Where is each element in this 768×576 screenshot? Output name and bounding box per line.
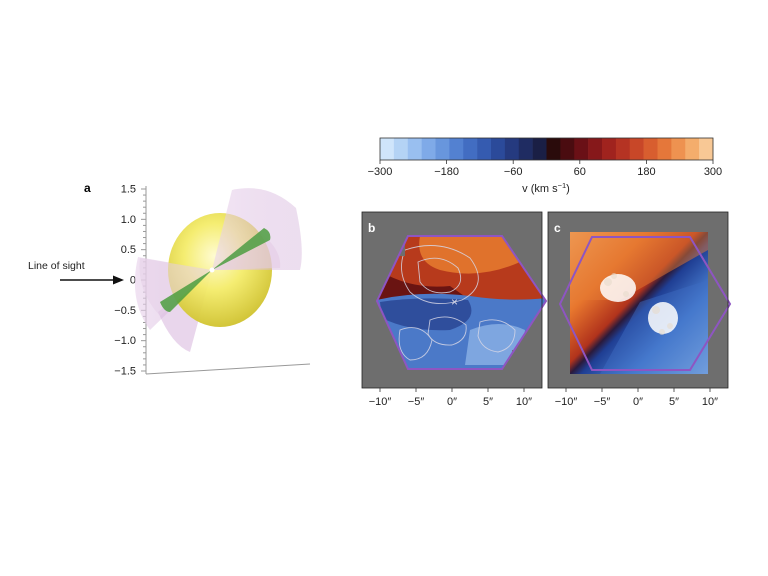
x-tick-label: 10″ xyxy=(702,396,718,408)
colorbar-tick-label: 180 xyxy=(637,166,655,178)
colorbar-cell xyxy=(699,138,714,160)
x-axis-floor xyxy=(145,363,311,375)
panel-c-hexagon-outline xyxy=(558,236,732,371)
colorbar-cell xyxy=(421,138,436,160)
cone-right-upper xyxy=(212,188,302,270)
panel-a-letter: a xyxy=(84,181,91,195)
x-tick-label: 0″ xyxy=(633,396,643,408)
y-tick-label: 0 xyxy=(130,275,136,287)
colorbar-cell xyxy=(407,138,422,160)
redshift-bright xyxy=(419,236,520,274)
x-tick-label: −5″ xyxy=(594,396,611,408)
colorbar-cell xyxy=(532,138,547,160)
colorbar-cell xyxy=(602,138,617,160)
panel-c-model-velocity-map: c −10″ −5″ 0″ 5″ 10″ xyxy=(547,211,732,408)
y-axis-tick-labels: 1.5 1.0 0.5 0 −0.5 −1.0 −1.5 xyxy=(114,184,136,378)
colorbar-cell xyxy=(491,138,506,160)
panel-b-nucleus-cross: × xyxy=(451,295,458,309)
panel-b-letter: b xyxy=(368,221,375,235)
colorbar-tick-label: −300 xyxy=(368,166,393,178)
blueshift-light xyxy=(465,324,525,365)
y-tick-label: −1.0 xyxy=(114,335,136,347)
y-tick-label: 1.0 xyxy=(121,214,136,226)
y-tick-label: 1.5 xyxy=(121,184,136,196)
panel-a-model-plot: a 1.5 1.0 0.5 0 −0.5 −1.0 −1.5 Line of sight xyxy=(28,181,311,378)
panel-b-hexagon-outline xyxy=(375,235,548,370)
nucleus xyxy=(209,267,215,273)
x-tick-label: 5″ xyxy=(483,396,493,408)
blueshift-deep xyxy=(380,298,472,331)
colorbar-cell xyxy=(685,138,700,160)
colorbar-cell xyxy=(546,138,561,160)
colorbar-cell xyxy=(504,138,520,160)
colorbar-tick-label: −60 xyxy=(504,166,523,178)
green-jet-lower xyxy=(160,270,212,312)
particle-cloud-speckle xyxy=(604,273,673,335)
colorbar-cell xyxy=(671,138,686,160)
colorbar-cell xyxy=(643,138,658,160)
y-tick-label: −0.5 xyxy=(114,305,136,317)
colorbar-frame xyxy=(379,137,714,161)
panel-b-observed-velocity-map: × b −10″ −5″ 0″ 5″ 10″ xyxy=(361,211,548,408)
green-jet-upper xyxy=(212,228,271,270)
colorbar-label: v (km s−1) xyxy=(522,181,570,195)
line-of-sight-label: Line of sight xyxy=(28,260,85,272)
panel-c-letter: c xyxy=(554,221,561,235)
colorbar-cell xyxy=(560,138,575,160)
colorbar-cell xyxy=(477,138,492,160)
colorbar-cell xyxy=(615,138,631,160)
y-tick-label: 0.5 xyxy=(121,244,136,256)
x-tick-label: −10″ xyxy=(369,396,392,408)
colorbar-cell xyxy=(435,138,450,160)
colorbar-cell xyxy=(574,138,589,160)
y-tick-label: −1.5 xyxy=(114,366,136,378)
colorbar-cell xyxy=(393,138,409,160)
colorbar-cell xyxy=(657,138,672,160)
colorbar-tick-label: 60 xyxy=(574,166,586,178)
x-tick-label: −5″ xyxy=(408,396,425,408)
velocity-colorbar: −300 −180 −60 60 180 300 v (km s−1) xyxy=(368,137,722,195)
colorbar-tick-label: 300 xyxy=(704,166,722,178)
x-tick-label: −10″ xyxy=(555,396,578,408)
colorbar-cell xyxy=(380,138,395,160)
colorbar-cell xyxy=(588,138,603,160)
colorbar-cell xyxy=(449,138,464,160)
colorbar-tick-label: −180 xyxy=(434,166,459,178)
cone-left-front xyxy=(139,258,212,316)
x-tick-label: 5″ xyxy=(669,396,679,408)
line-of-sight-arrowhead xyxy=(113,275,124,285)
colorbar-cell xyxy=(518,138,533,160)
colorbar-cell xyxy=(629,138,644,160)
x-tick-label: 10″ xyxy=(516,396,532,408)
x-tick-label: 0″ xyxy=(447,396,457,408)
intensity-contours xyxy=(398,245,516,361)
colorbar-cell xyxy=(463,138,478,160)
